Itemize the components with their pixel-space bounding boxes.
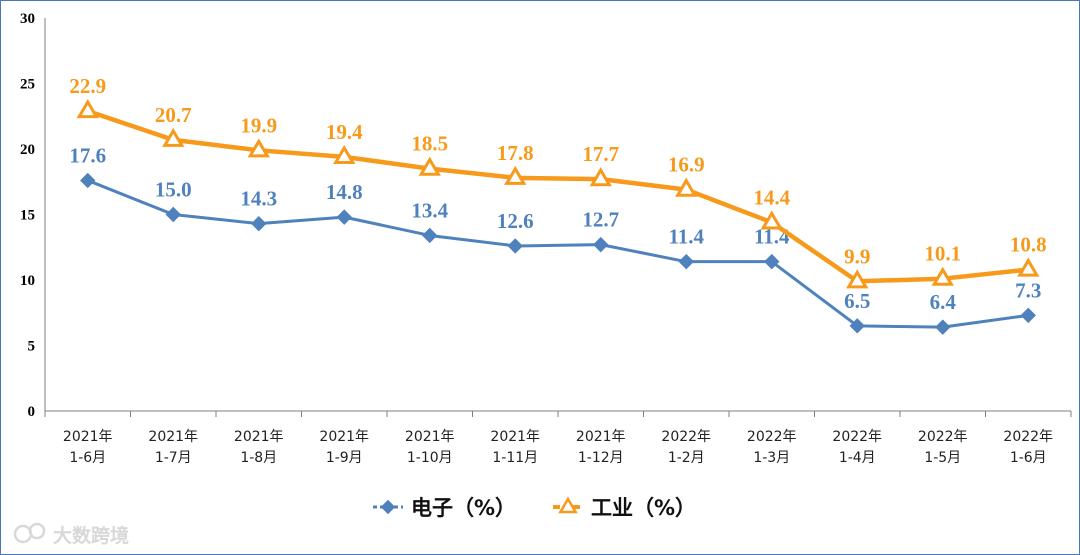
x-tick-label-period: 1-10月 bbox=[407, 450, 453, 466]
x-tick-label-year: 2021年 bbox=[576, 429, 626, 445]
x-tick-label-year: 2022年 bbox=[832, 429, 882, 445]
x-tick-label-year: 2022年 bbox=[918, 429, 968, 445]
data-label: 19.4 bbox=[326, 120, 363, 144]
data-point-triangle[interactable] bbox=[418, 156, 441, 176]
y-tick-label: 25 bbox=[20, 77, 35, 93]
x-tick-label-period: 1-4月 bbox=[839, 450, 876, 466]
data-label: 14.4 bbox=[753, 185, 790, 209]
data-label: 20.7 bbox=[155, 103, 192, 127]
x-tick-label-year: 2022年 bbox=[747, 429, 797, 445]
data-point-triangle[interactable] bbox=[76, 99, 99, 119]
x-tick-label-period: 1-8月 bbox=[240, 450, 277, 466]
x-tick-label-period: 1-7月 bbox=[155, 450, 192, 466]
data-point-triangle[interactable] bbox=[504, 165, 527, 185]
data-label: 6.5 bbox=[844, 289, 870, 313]
data-point-diamond[interactable] bbox=[1020, 307, 1036, 324]
data-point-diamond[interactable] bbox=[849, 318, 865, 334]
data-point-diamond[interactable] bbox=[336, 209, 352, 225]
x-tick-label-period: 1-5月 bbox=[924, 450, 961, 466]
legend-marker-triangle bbox=[558, 496, 578, 514]
x-tick-label-year: 2021年 bbox=[148, 429, 198, 445]
data-label: 11.4 bbox=[668, 225, 704, 249]
data-label: 14.8 bbox=[326, 180, 363, 204]
legend-label-0: 电子（%） bbox=[411, 496, 516, 520]
data-label: 14.3 bbox=[240, 187, 277, 211]
x-tick-label-period: 1-12月 bbox=[578, 450, 624, 466]
data-label: 15.0 bbox=[155, 178, 192, 202]
y-tick-label: 10 bbox=[20, 273, 35, 289]
data-point-triangle[interactable] bbox=[846, 269, 869, 289]
data-label: 17.7 bbox=[582, 142, 619, 166]
data-label: 12.6 bbox=[497, 209, 534, 233]
legend-marker-diamond bbox=[380, 499, 396, 515]
data-point-triangle[interactable] bbox=[162, 127, 185, 147]
data-point-triangle[interactable] bbox=[589, 167, 612, 187]
x-tick-label-year: 2021年 bbox=[63, 429, 113, 445]
data-point-triangle[interactable] bbox=[333, 144, 356, 164]
x-tick-label-period: 1-11月 bbox=[492, 450, 538, 466]
data-label: 9.9 bbox=[844, 244, 870, 268]
data-label: 10.1 bbox=[924, 242, 961, 266]
legend-label-1: 工业（%） bbox=[591, 496, 696, 520]
data-point-diamond[interactable] bbox=[935, 319, 951, 335]
x-tick-label-year: 2021年 bbox=[490, 429, 540, 445]
data-label: 18.5 bbox=[411, 132, 448, 156]
data-label: 16.9 bbox=[668, 153, 705, 177]
data-label: 19.9 bbox=[240, 113, 277, 137]
x-tick-label-period: 1-2月 bbox=[668, 450, 705, 466]
data-point-triangle[interactable] bbox=[675, 177, 698, 197]
x-tick-label-period: 1-9月 bbox=[326, 450, 363, 466]
data-point-triangle[interactable] bbox=[760, 210, 783, 230]
data-point-diamond[interactable] bbox=[251, 215, 267, 232]
data-label: 13.4 bbox=[411, 198, 448, 222]
x-tick-label-period: 1-6月 bbox=[1010, 450, 1047, 466]
x-tick-label-year: 2022年 bbox=[661, 429, 711, 445]
data-point-diamond[interactable] bbox=[165, 206, 181, 223]
data-point-diamond[interactable] bbox=[80, 172, 96, 189]
data-point-diamond[interactable] bbox=[678, 253, 694, 270]
x-tick-label-year: 2021年 bbox=[234, 429, 284, 445]
data-point-triangle[interactable] bbox=[1017, 257, 1040, 277]
data-label: 17.6 bbox=[69, 143, 106, 167]
x-tick-label-year: 2022年 bbox=[1003, 429, 1053, 445]
data-label: 10.8 bbox=[1010, 233, 1047, 257]
series-line-0 bbox=[87, 179, 1029, 329]
watermark-text: 大数跨境 bbox=[53, 524, 129, 547]
data-label: 22.9 bbox=[69, 74, 106, 98]
y-tick-label: 30 bbox=[20, 11, 35, 27]
y-tick-label: 15 bbox=[20, 208, 35, 224]
data-label: 17.8 bbox=[497, 141, 534, 165]
data-point-diamond[interactable] bbox=[593, 236, 609, 253]
data-label: 12.7 bbox=[582, 208, 619, 232]
y-tick-label: 0 bbox=[28, 404, 36, 420]
y-tick-label: 20 bbox=[20, 142, 35, 158]
data-point-diamond[interactable] bbox=[764, 253, 780, 270]
data-label: 7.3 bbox=[1015, 278, 1041, 302]
watermark-logo bbox=[13, 522, 46, 544]
x-tick-label-year: 2021年 bbox=[405, 429, 455, 445]
x-tick-label-year: 2021年 bbox=[319, 429, 369, 445]
series-line-1 bbox=[87, 108, 1029, 284]
x-tick-label-period: 1-3月 bbox=[753, 450, 790, 466]
y-tick-label: 5 bbox=[28, 339, 36, 355]
x-tick-label-period: 1-6月 bbox=[69, 450, 106, 466]
data-point-triangle[interactable] bbox=[247, 138, 270, 158]
data-point-diamond[interactable] bbox=[422, 227, 438, 244]
data-label: 6.4 bbox=[930, 290, 957, 314]
data-point-diamond[interactable] bbox=[507, 238, 523, 254]
data-point-triangle[interactable] bbox=[931, 266, 954, 286]
